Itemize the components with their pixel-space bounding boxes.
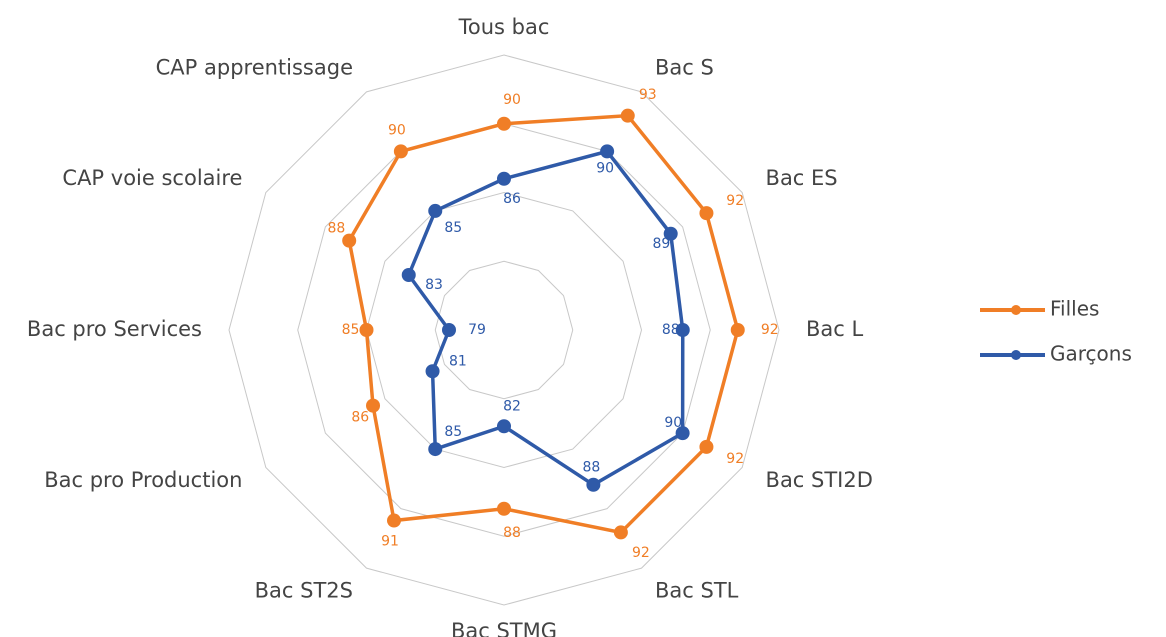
data-label: 79 [468,322,486,338]
point [663,226,678,241]
legend-marker [1011,350,1021,360]
data-label: 85 [444,424,462,440]
point [428,442,443,457]
legend-label: Garçons [1050,342,1132,366]
data-label: 92 [761,322,779,338]
data-label: 90 [388,123,406,139]
data-label: 88 [662,322,680,338]
point [428,203,443,218]
point [620,108,635,123]
point [387,513,401,528]
point [600,144,615,159]
data-label: 89 [652,236,670,252]
point [675,323,690,337]
grid-ring [434,260,574,400]
data-label: 85 [444,220,462,236]
data-label: 85 [342,322,360,338]
data-label: 88 [503,525,521,541]
category-label: CAP apprentissage [156,55,353,79]
point [730,323,745,337]
point [497,501,511,516]
grid-ring [297,123,711,537]
data-label: 92 [726,451,744,467]
category-label: Bac S [655,55,714,79]
data-label: 92 [632,545,650,561]
legend-marker [1011,305,1021,315]
grid-ring [228,54,780,606]
category-label: Bac STI2D [766,468,873,492]
data-label: 83 [425,277,443,293]
data-label: 88 [582,459,600,475]
point [586,477,601,492]
point [342,233,357,248]
point [393,144,408,159]
point [401,268,416,282]
category-label: Bac STMG [451,619,557,637]
data-label: 93 [639,87,657,103]
data-label: 81 [449,353,467,369]
point [497,116,511,131]
data-label: 90 [596,161,614,177]
data-label: 90 [664,415,682,431]
legend-label: Filles [1050,297,1099,321]
data-label: 86 [351,410,369,426]
point [675,426,690,441]
category-label: Bac pro Services [27,317,202,341]
category-label: Bac ES [766,166,838,190]
category-label: CAP voie scolaire [62,166,242,190]
point [442,323,456,337]
category-label: Bac L [806,317,863,341]
data-label: 88 [327,221,345,237]
point [497,171,511,186]
point [425,364,440,379]
data-label: 92 [726,193,744,209]
category-label: Bac STL [655,579,739,603]
point [497,419,511,434]
point [613,525,628,540]
point [699,206,714,221]
data-label: 86 [503,191,521,207]
data-label: 91 [381,533,399,549]
data-label: 82 [503,398,521,414]
category-label: Bac ST2S [255,579,353,603]
grid-ring [365,191,643,469]
category-label: Bac pro Production [44,468,242,492]
point [359,323,374,337]
point [366,398,381,413]
point [699,439,714,454]
data-label: 90 [503,92,521,108]
category-label: Tous bac [458,15,550,39]
